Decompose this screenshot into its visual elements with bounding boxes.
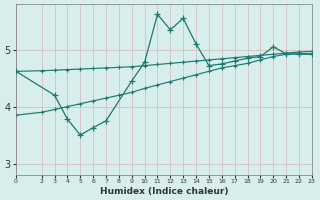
X-axis label: Humidex (Indice chaleur): Humidex (Indice chaleur) [100, 187, 228, 196]
